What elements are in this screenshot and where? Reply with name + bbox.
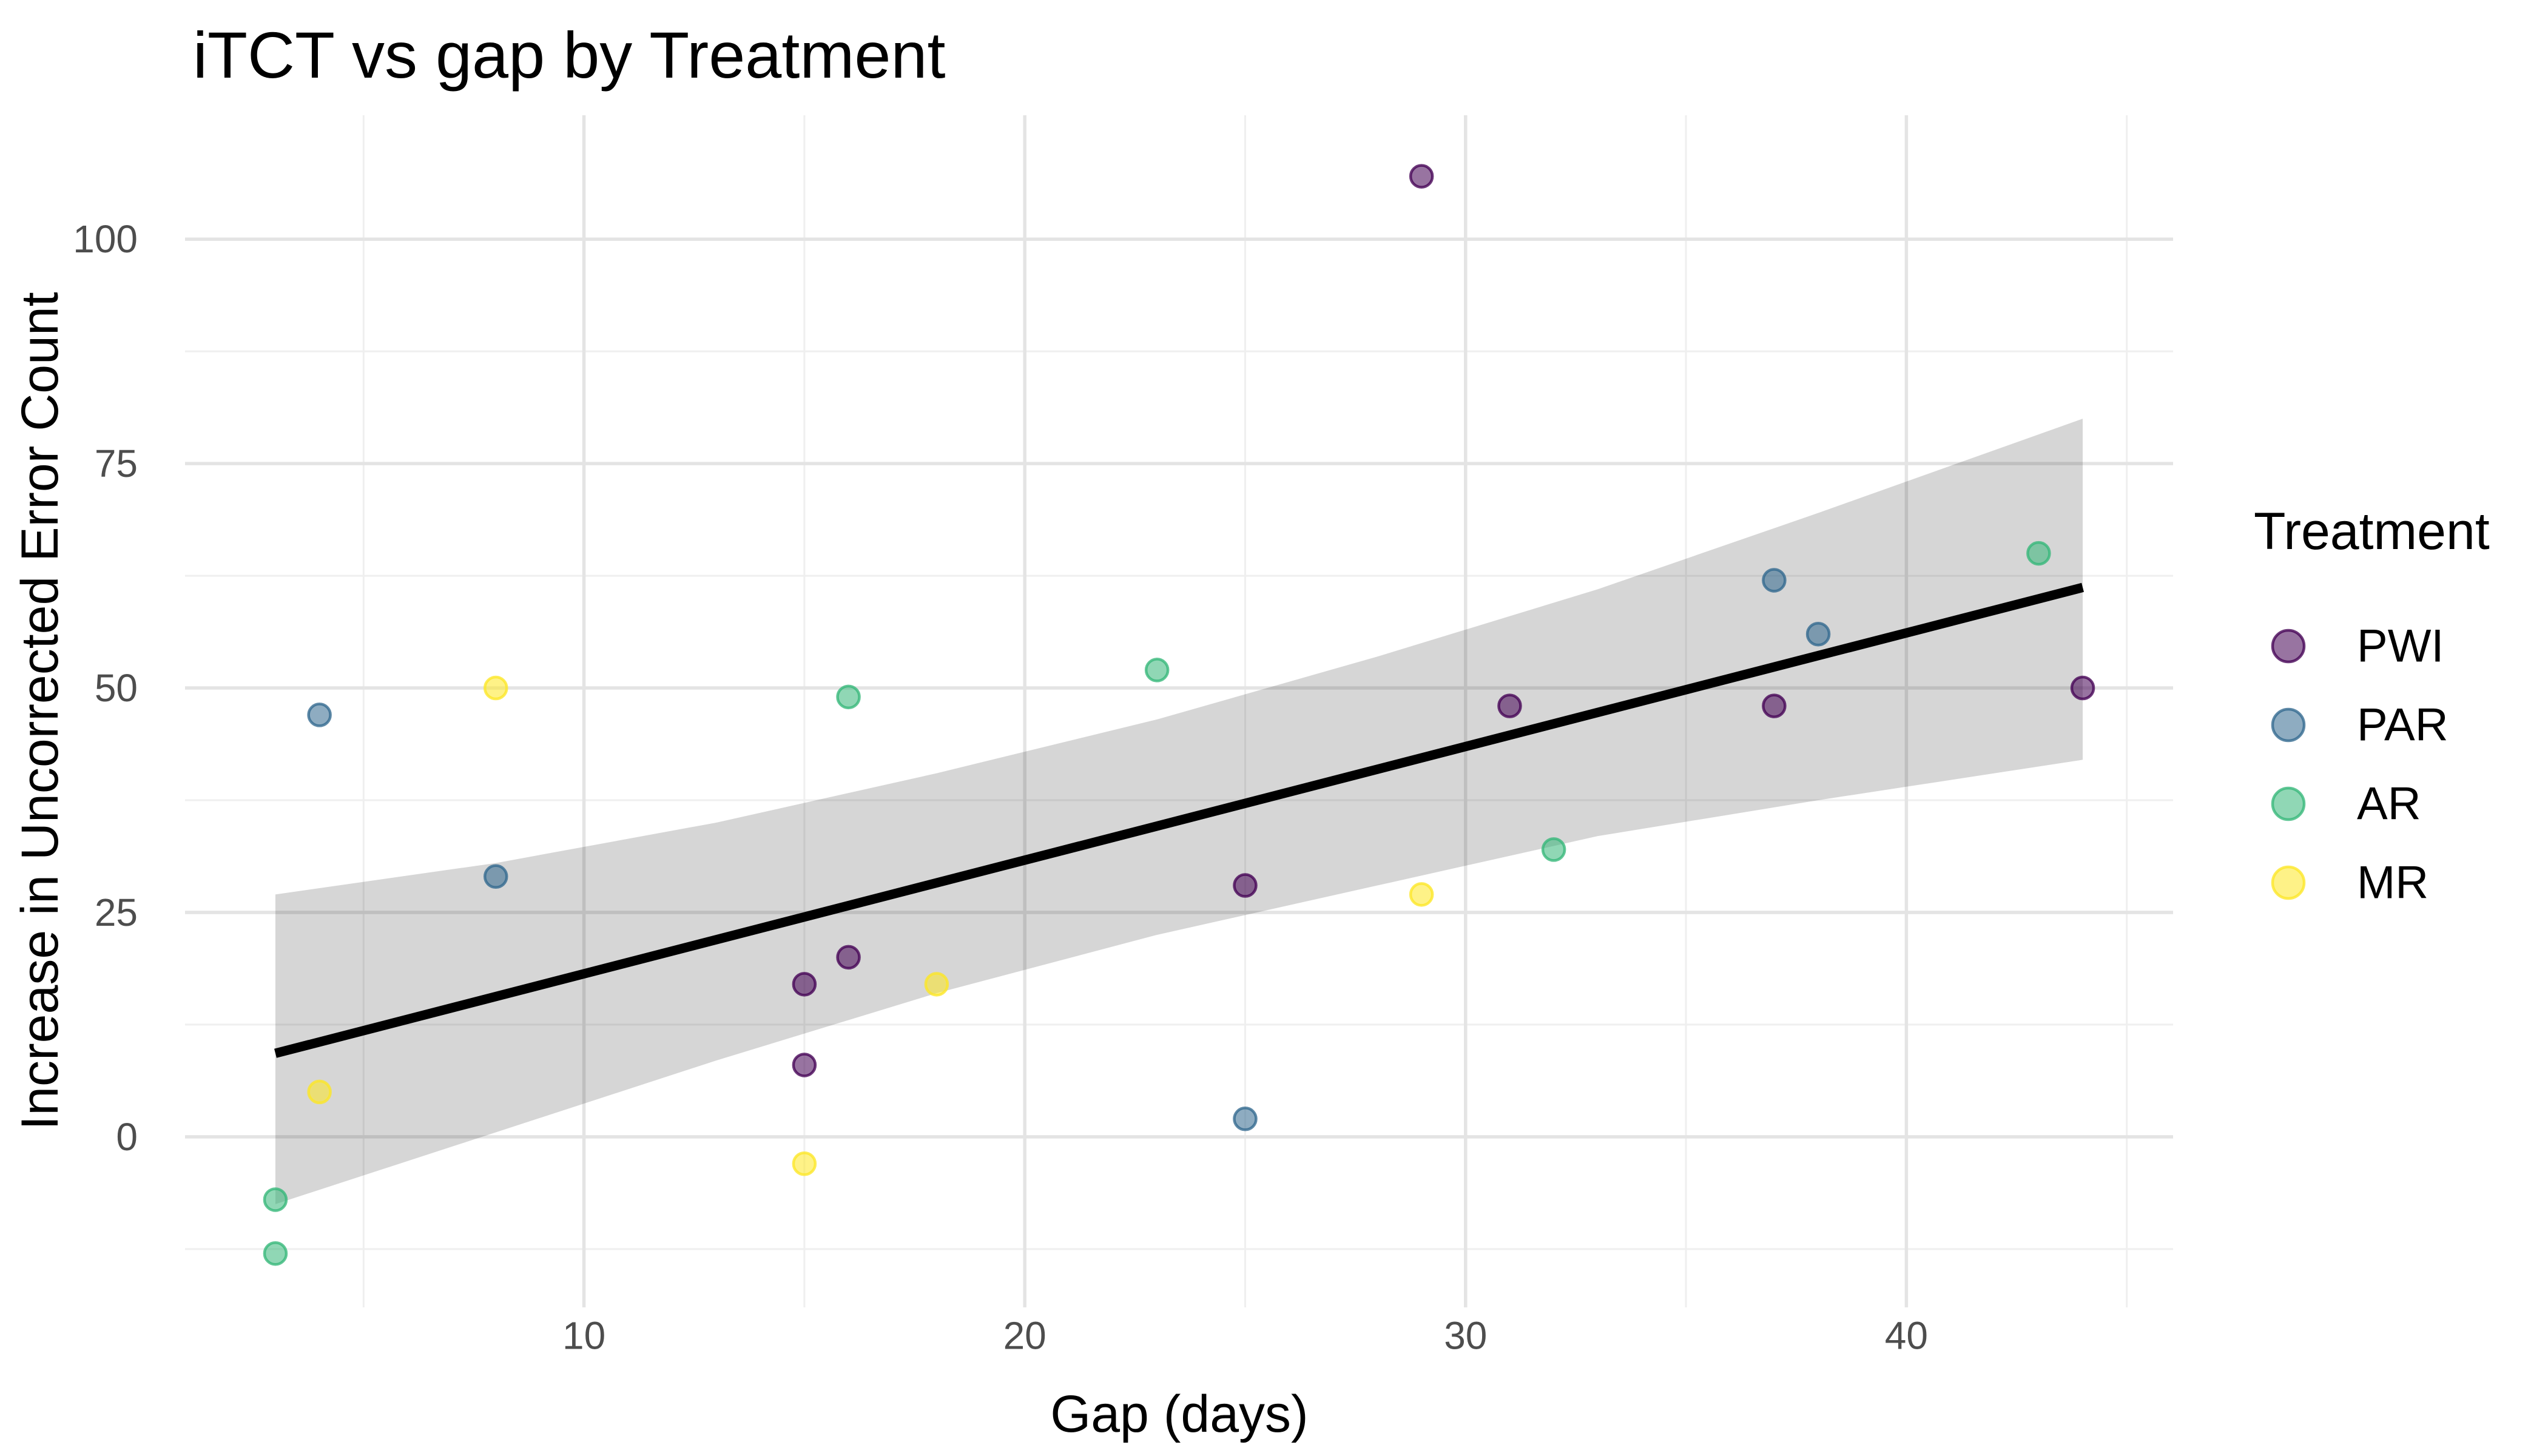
- y-axis-title: Increase in Uncorrected Error Count: [11, 292, 69, 1130]
- point-mr: [1409, 882, 1434, 907]
- x-tick-label: 30: [1444, 1313, 1487, 1357]
- y-tick-label: 0: [116, 1115, 138, 1159]
- legend-label-par: PAR: [2357, 699, 2449, 751]
- y-tick-label: 25: [95, 891, 138, 934]
- point-ar: [263, 1241, 288, 1266]
- legend-title: Treatment: [2254, 502, 2490, 561]
- x-axis-tick-labels: 10 20 30 40: [562, 1313, 1928, 1357]
- point-mr: [924, 972, 949, 997]
- point-pwi: [1762, 693, 1787, 718]
- regression-line-segment: [274, 582, 2084, 1058]
- legend-label-pwi: PWI: [2357, 621, 2444, 672]
- point-pwi: [792, 1053, 817, 1077]
- regression-line: [274, 582, 2084, 1058]
- gridlines-minor: [185, 115, 2173, 1307]
- legend-key-ar-icon: [2271, 786, 2306, 821]
- point-par: [1805, 621, 1831, 647]
- point-pwi: [1497, 693, 1522, 718]
- point-ar: [836, 684, 861, 710]
- y-tick-label: 50: [95, 666, 138, 710]
- point-mr: [792, 1151, 817, 1176]
- gridlines-major: [185, 115, 2173, 1307]
- point-mr: [484, 675, 508, 701]
- point-ar: [1144, 658, 1170, 682]
- x-tick-label: 10: [562, 1313, 605, 1357]
- legend-label-ar: AR: [2357, 778, 2421, 830]
- legend-label-mr: MR: [2357, 857, 2428, 909]
- point-par: [1233, 1107, 1258, 1131]
- confidence-band: [275, 419, 2083, 1204]
- data-points: [263, 164, 2095, 1266]
- legend-key-par-icon: [2271, 707, 2306, 743]
- point-ar: [263, 1187, 288, 1212]
- x-axis-title: Gap (days): [1050, 1385, 1308, 1443]
- point-pwi: [836, 945, 861, 970]
- point-par: [484, 864, 508, 889]
- point-par: [307, 703, 332, 727]
- x-tick-label: 20: [1003, 1313, 1046, 1357]
- point-ar: [1541, 837, 1566, 862]
- y-axis-tick-labels: 0 25 50 75 100: [73, 217, 138, 1159]
- y-tick-label: 75: [95, 442, 138, 485]
- x-tick-label: 40: [1885, 1313, 1928, 1357]
- y-tick-label: 100: [73, 217, 138, 261]
- point-mr: [307, 1079, 332, 1105]
- confidence-band-area: [275, 419, 2083, 1204]
- legend-key-mr-icon: [2271, 865, 2306, 900]
- point-pwi: [792, 972, 817, 997]
- legend: Treatment PWI PAR AR MR: [2254, 502, 2490, 909]
- plot-title: iTCT vs gap by Treatment: [193, 18, 945, 92]
- point-pwi: [1233, 873, 1258, 898]
- point-par: [1762, 568, 1787, 593]
- point-pwi: [2070, 675, 2095, 701]
- point-ar: [2026, 541, 2051, 566]
- point-pwi: [1409, 164, 1434, 189]
- legend-key-pwi-icon: [2271, 629, 2306, 664]
